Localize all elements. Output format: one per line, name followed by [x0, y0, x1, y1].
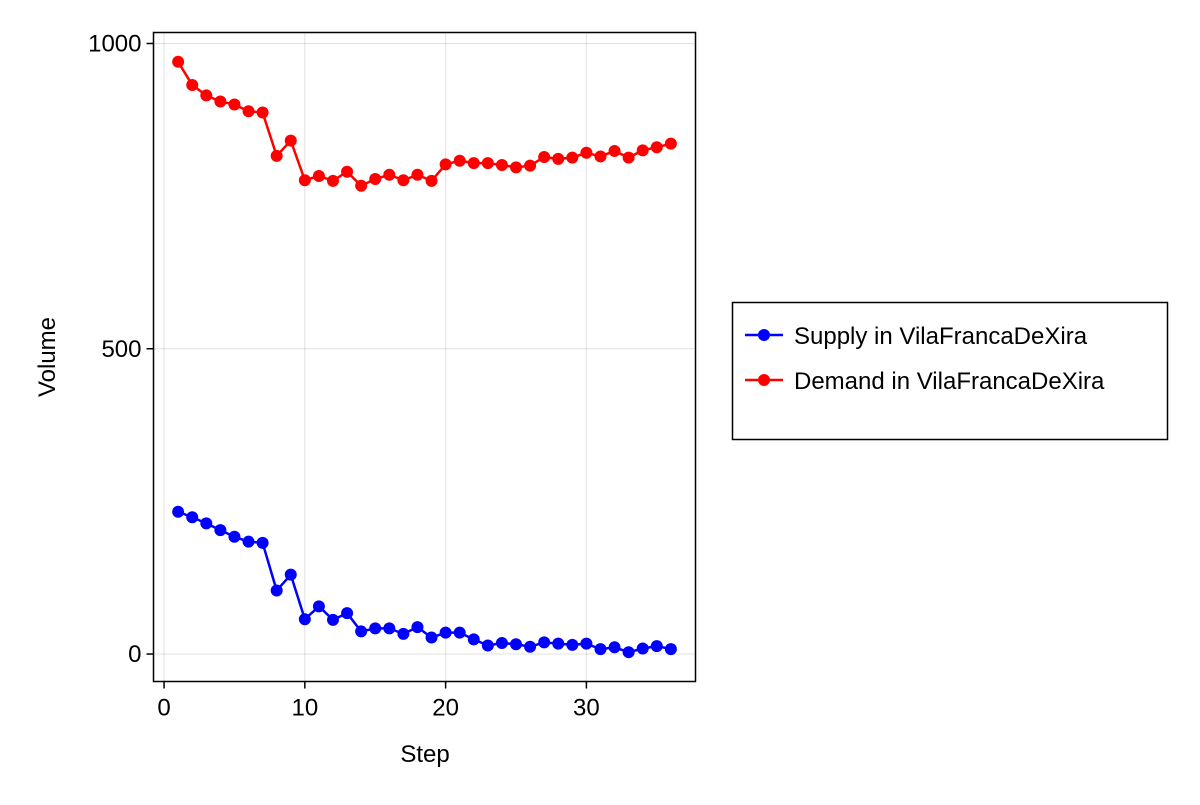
data-point	[369, 173, 382, 186]
data-point	[608, 144, 621, 157]
data-point	[341, 607, 354, 620]
data-point	[580, 637, 593, 650]
data-point	[664, 643, 677, 656]
data-point	[214, 524, 227, 537]
data-point	[256, 536, 269, 549]
plot-frame	[152, 31, 697, 683]
data-point	[524, 159, 537, 172]
data-point	[172, 505, 185, 518]
data-point	[270, 584, 283, 597]
legend-label: Demand in VilaFrancaDeXira	[794, 368, 1105, 395]
data-point	[538, 151, 551, 164]
data-point	[481, 157, 494, 170]
data-point	[566, 151, 579, 164]
data-point	[622, 646, 635, 659]
data-point	[425, 174, 438, 187]
series-layer	[172, 55, 677, 659]
data-point	[636, 642, 649, 655]
data-point	[200, 517, 213, 530]
data-point	[481, 639, 494, 652]
data-point	[383, 622, 396, 635]
data-point	[425, 631, 438, 644]
data-point	[355, 179, 368, 192]
data-point	[298, 174, 311, 187]
x-tick-label: 20	[432, 695, 459, 722]
data-point	[580, 146, 593, 159]
y-tick-label: 1000	[88, 30, 141, 57]
data-point	[439, 626, 452, 639]
data-point	[312, 169, 325, 182]
data-point	[439, 158, 452, 171]
data-point	[594, 643, 607, 656]
data-point	[397, 174, 410, 187]
series-demand	[172, 55, 677, 192]
data-point	[284, 568, 297, 581]
series-supply	[172, 505, 677, 659]
data-point	[172, 55, 185, 68]
data-point	[298, 613, 311, 626]
data-point	[326, 613, 339, 626]
data-point	[510, 161, 523, 174]
legend: Supply in VilaFrancaDeXira Demand in Vila…	[731, 301, 1169, 441]
data-point	[608, 641, 621, 654]
legend-box	[731, 301, 1169, 441]
data-point	[228, 98, 241, 111]
y-tick-label: 0	[128, 641, 141, 668]
data-point	[495, 158, 508, 171]
data-point	[397, 627, 410, 640]
data-point	[495, 637, 508, 650]
data-point	[186, 511, 199, 524]
data-point	[270, 149, 283, 162]
y-tick-label: 500	[101, 336, 141, 363]
data-point	[228, 530, 241, 543]
x-axis-label: Step	[400, 741, 449, 768]
data-point	[453, 154, 466, 167]
data-point	[524, 640, 537, 653]
grid-layer	[153, 32, 696, 682]
legend-marker	[758, 374, 770, 386]
data-point	[566, 638, 579, 651]
series-line	[177, 61, 672, 187]
data-point	[510, 638, 523, 651]
data-point	[256, 106, 269, 119]
data-point	[326, 174, 339, 187]
data-point	[467, 633, 480, 646]
data-point	[622, 151, 635, 164]
x-tick-label: 10	[291, 695, 318, 722]
data-point	[411, 168, 424, 181]
x-tick-label: 0	[157, 695, 170, 722]
data-point	[341, 165, 354, 178]
data-point	[242, 535, 255, 548]
data-point	[242, 105, 255, 118]
data-point	[411, 621, 424, 634]
data-point	[538, 636, 551, 649]
data-point	[214, 95, 227, 108]
data-point	[284, 134, 297, 147]
legend-marker	[758, 329, 770, 341]
data-point	[312, 600, 325, 613]
data-point	[467, 157, 480, 170]
data-point	[200, 89, 213, 102]
data-point	[383, 168, 396, 181]
legend-item: Supply in VilaFrancaDeXira	[745, 323, 1088, 350]
data-point	[664, 137, 677, 150]
legend-label: Supply in VilaFrancaDeXira	[794, 323, 1088, 350]
data-point	[594, 150, 607, 163]
data-point	[552, 637, 565, 650]
data-point	[186, 79, 199, 92]
data-point	[650, 141, 663, 154]
y-axis-label: Volume	[34, 317, 61, 397]
data-point	[636, 144, 649, 157]
series-line	[177, 510, 672, 654]
data-point	[369, 622, 382, 635]
data-point	[355, 625, 368, 638]
ticks-layer: 0 10 20 30 0 500 1000	[88, 30, 600, 721]
legend-item: Demand in VilaFrancaDeXira	[745, 368, 1105, 395]
data-point	[650, 640, 663, 653]
x-tick-label: 30	[573, 695, 600, 722]
data-point	[453, 626, 466, 639]
data-point	[552, 152, 565, 165]
